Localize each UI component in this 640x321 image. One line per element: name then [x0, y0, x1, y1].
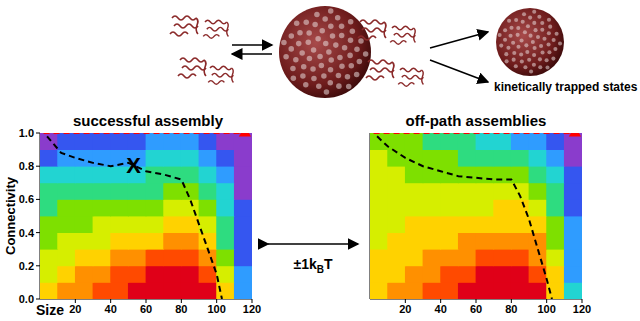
svg-text:100: 100: [537, 303, 555, 315]
svg-text:20: 20: [399, 303, 411, 315]
svg-text:0.4: 0.4: [19, 227, 35, 239]
svg-text:60: 60: [470, 303, 482, 315]
svg-text:80: 80: [505, 303, 517, 315]
svg-text:120: 120: [573, 303, 591, 315]
svg-text:40: 40: [435, 303, 447, 315]
html-text:kinetically trapped states: kinetically trapped states: [494, 80, 638, 94]
html-text:±1kBT: ±1kBT: [293, 256, 333, 275]
svg-text:1.0: 1.0: [19, 127, 34, 139]
svg-text:20: 20: [69, 303, 81, 315]
svg-text:0.6: 0.6: [19, 193, 34, 205]
svg-text:0.8: 0.8: [19, 160, 34, 172]
svg-text:80: 80: [175, 303, 187, 315]
svg-text:0.0: 0.0: [19, 293, 34, 305]
html-text:Size: Size: [36, 302, 64, 318]
svg-text:100: 100: [207, 303, 225, 315]
html-text:off-path assemblies: off-path assemblies: [405, 112, 547, 129]
svg-text:60: 60: [140, 303, 152, 315]
html-text:Connectivity: Connectivity: [2, 177, 18, 255]
svg-text:X: X: [126, 153, 141, 178]
svg-text:0.2: 0.2: [19, 260, 34, 272]
html-text:successful assembly: successful assembly: [73, 112, 223, 129]
svg-text:40: 40: [105, 303, 117, 315]
svg-text:120: 120: [243, 303, 261, 315]
